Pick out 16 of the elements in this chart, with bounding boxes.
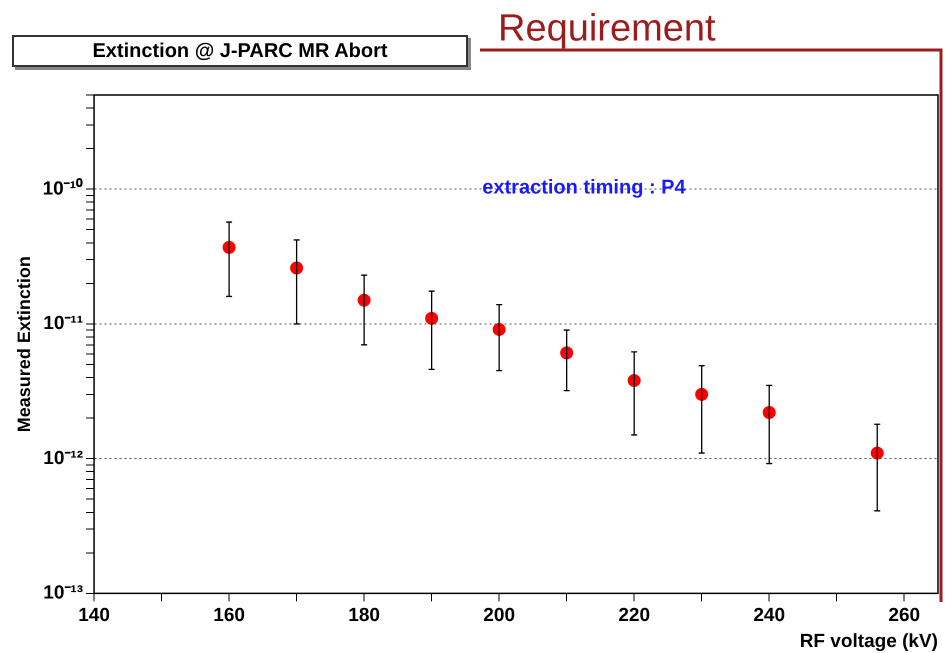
y-tick-label: 10⁻¹¹ <box>43 313 84 334</box>
chart-title: Extinction @ J-PARC MR Abort <box>12 35 468 67</box>
x-tick-label: 180 <box>348 605 380 626</box>
y-tick-label: 10⁻¹³ <box>43 582 84 604</box>
x-tick-label: 140 <box>78 605 110 626</box>
y-tick-label: 10⁻¹² <box>43 448 84 469</box>
x-tick-label: 200 <box>483 605 516 626</box>
annotation: extraction timing : P4 <box>482 176 687 199</box>
y-tick-label: 10⁻¹⁰ <box>42 177 84 200</box>
x-tick-label: 160 <box>213 605 245 626</box>
x-axis-title: RF voltage (kV) <box>800 630 938 652</box>
x-tick-label: 220 <box>618 605 650 626</box>
y-axis-title: Measured Extinction <box>14 256 34 432</box>
x-tick-label: 240 <box>753 605 786 626</box>
x-tick-label: 260 <box>888 605 920 626</box>
text: Requirement <box>498 7 716 50</box>
